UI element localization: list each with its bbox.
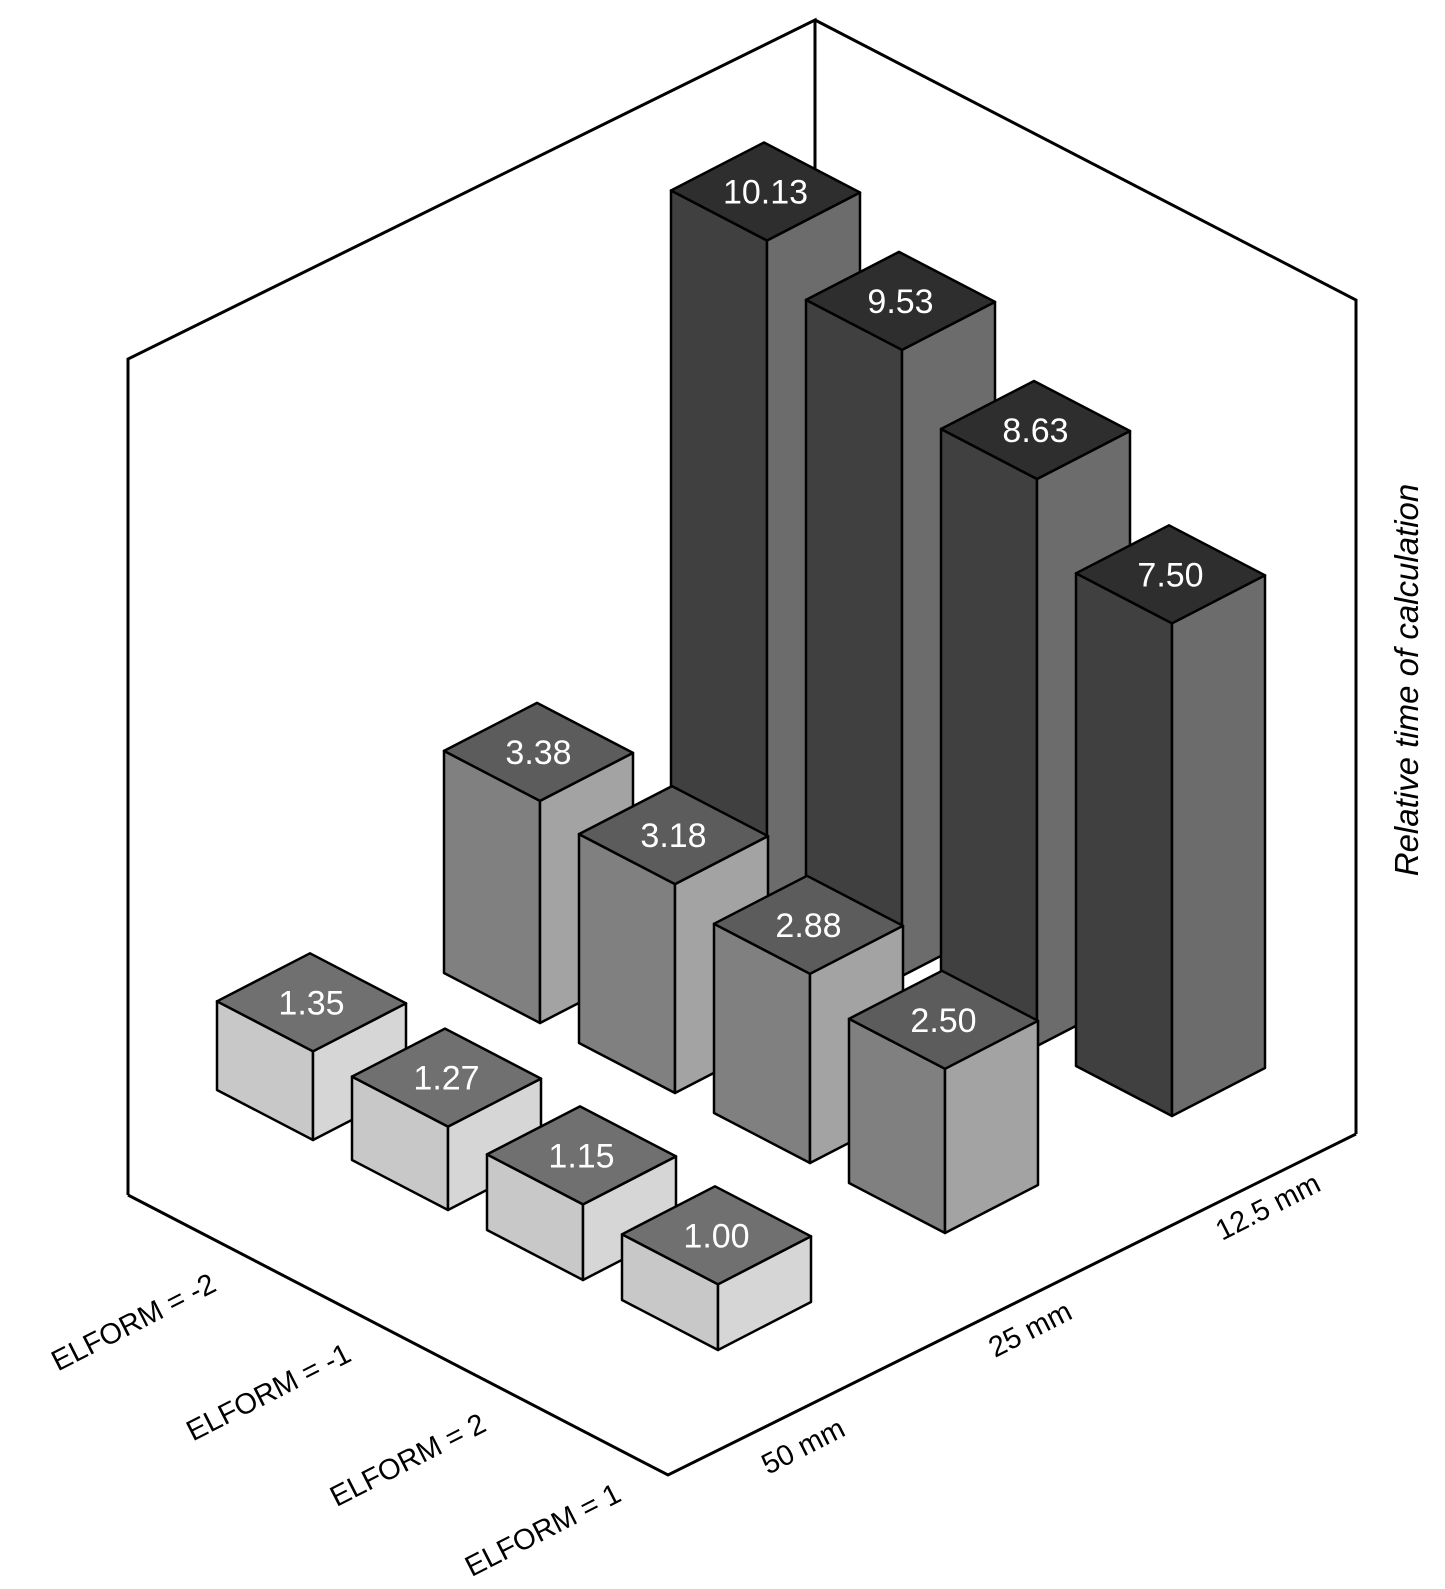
bar: 3.18 <box>577 784 770 1095</box>
bar-value-label: 2.50 <box>910 1002 976 1040</box>
column-tick-label: 12.5 mm <box>1211 1168 1326 1248</box>
bar-value-label: 1.15 <box>548 1137 614 1175</box>
bar-value-label: 1.00 <box>683 1217 749 1255</box>
bar-front-face <box>804 298 904 978</box>
bar-top-face <box>620 1185 813 1286</box>
bar-top-face <box>1074 524 1267 625</box>
back-wall-right <box>814 18 1358 1134</box>
bar-value-label: 1.27 <box>413 1060 479 1098</box>
bar-value-label: 3.38 <box>505 734 571 772</box>
bar-value-label: 8.63 <box>1002 412 1068 450</box>
bar: 1.00 <box>620 1185 813 1352</box>
bar-value-label: 1.35 <box>278 984 344 1022</box>
row-tick-label: ELFORM = -1 <box>182 1338 357 1448</box>
bar-value-label: 3.18 <box>640 817 706 855</box>
z-axis-title: Relative time of calculation <box>1388 484 1425 877</box>
bar-front-face <box>1074 572 1174 1118</box>
row-tick-label: ELFORM = 2 <box>325 1408 491 1514</box>
bar-value-label: 7.50 <box>1137 556 1203 594</box>
bars: 10.13 9.53 3.38 8.63 3.18 1.35 7.50 2.88 1.27 2.5… <box>215 141 1267 1352</box>
bar-top-face <box>804 250 997 352</box>
bar-top-face <box>712 874 905 976</box>
bar-top-face <box>442 701 635 803</box>
bar: 2.50 <box>847 969 1040 1235</box>
bar-front-face <box>939 427 1039 1048</box>
bar: 1.27 <box>350 1027 543 1212</box>
bar-value-label: 2.88 <box>775 907 841 945</box>
bar-top-face <box>215 952 408 1053</box>
row-tick-label: ELFORM = 1 <box>460 1478 626 1584</box>
floor-front-edges <box>127 1132 1357 1477</box>
bar-value-label: 10.13 <box>723 174 808 212</box>
bar: 7.50 <box>1074 524 1267 1118</box>
column-tick-label: 25 mm <box>984 1295 1078 1364</box>
bar-top-face <box>577 784 770 886</box>
bar-top-face <box>939 379 1132 481</box>
row-tick-label: ELFORM = -2 <box>47 1268 222 1378</box>
bar-top-face <box>847 969 1040 1071</box>
bar: 1.15 <box>485 1105 678 1282</box>
bar-top-face <box>350 1027 543 1128</box>
bar-value-label: 9.53 <box>867 283 933 321</box>
bar-top-face <box>485 1105 678 1206</box>
bar-side-face <box>1170 574 1267 1118</box>
bar-top-face <box>669 141 862 242</box>
